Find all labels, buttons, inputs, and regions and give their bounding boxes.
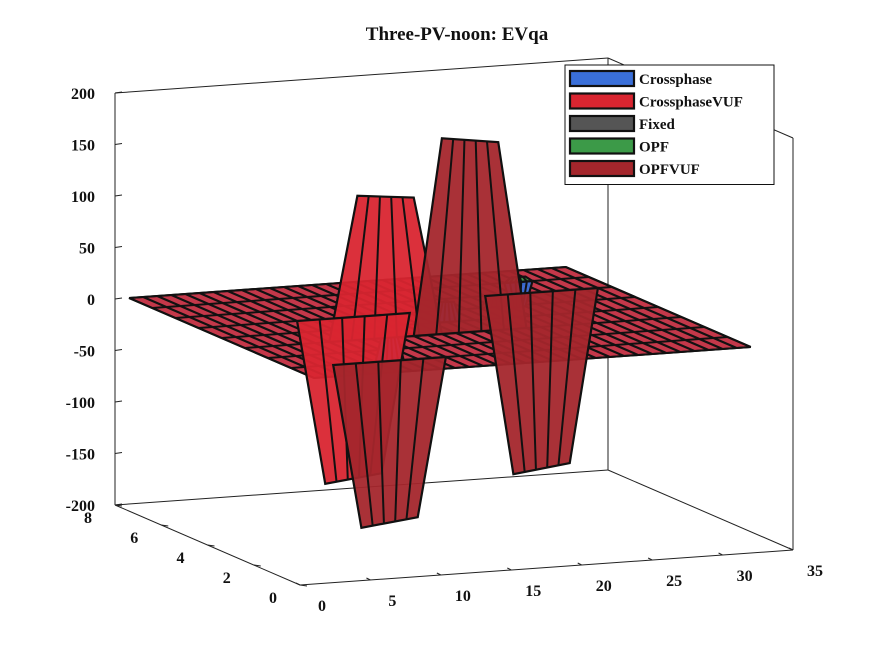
z-tick-mark bbox=[114, 400, 123, 403]
legend-label: OPF bbox=[639, 140, 669, 156]
z-tick-label: -100 bbox=[66, 395, 95, 412]
y-tick-label: 0 bbox=[269, 590, 277, 607]
axis-line bbox=[299, 549, 794, 586]
z-tick-mark bbox=[114, 452, 123, 454]
legend-label: CrossphaseVUF bbox=[639, 95, 743, 111]
x-tick-label: 5 bbox=[388, 593, 396, 610]
z-tick-mark bbox=[114, 194, 123, 197]
x-tick-mark bbox=[718, 552, 723, 556]
mesh-line bbox=[521, 276, 528, 283]
y-tick-label: 8 bbox=[84, 510, 92, 527]
surfaces bbox=[128, 137, 752, 530]
mesh-line bbox=[506, 294, 526, 473]
y-tick-label: 6 bbox=[130, 530, 138, 547]
z-tick-mark bbox=[114, 349, 123, 351]
legend-label: OPFVUF bbox=[639, 162, 700, 178]
legend-label: Fixed bbox=[639, 117, 675, 133]
mesh-line bbox=[354, 363, 374, 526]
mesh-line bbox=[405, 358, 425, 520]
x-tick-label: 15 bbox=[525, 583, 541, 600]
x-tick-mark bbox=[577, 562, 582, 566]
y-tick-label: 2 bbox=[223, 570, 231, 587]
x-tick-label: 35 bbox=[807, 563, 823, 580]
mesh-line bbox=[318, 319, 338, 482]
x-tick-mark bbox=[366, 577, 371, 581]
x-tick-label: 20 bbox=[596, 578, 612, 595]
x-tick-mark bbox=[507, 567, 512, 571]
x-tick-label: 30 bbox=[737, 568, 753, 585]
z-tick-label: 50 bbox=[79, 241, 95, 258]
mesh-line bbox=[474, 140, 483, 332]
surface-point bbox=[331, 355, 448, 530]
y-tick-mark bbox=[253, 564, 261, 567]
x-tick-mark bbox=[788, 547, 794, 551]
x-tick-mark bbox=[295, 582, 301, 586]
legend-swatch bbox=[568, 92, 636, 110]
z-tick-label: -50 bbox=[74, 344, 95, 361]
z-tick-label: 150 bbox=[71, 138, 95, 155]
y-tick-mark bbox=[161, 524, 169, 527]
y-tick-label: 4 bbox=[177, 550, 185, 567]
mesh-line bbox=[435, 138, 455, 335]
mesh-line bbox=[394, 360, 402, 522]
z-tick-mark bbox=[114, 91, 123, 94]
legend-swatch bbox=[568, 137, 636, 155]
chart-title: Three-PV-noon: EVqa bbox=[366, 24, 549, 45]
legend-swatch bbox=[568, 69, 636, 88]
mesh-line bbox=[377, 361, 385, 524]
z-tick-label: -200 bbox=[66, 498, 95, 515]
mesh-line bbox=[518, 276, 523, 283]
y-tick-mark bbox=[207, 544, 215, 547]
x-tick-mark bbox=[436, 572, 442, 576]
legend: Crossphase CrossphaseVUF Fixed OPF OPFVUF bbox=[564, 64, 775, 185]
y-tick-mark bbox=[299, 584, 308, 587]
z-tick-mark bbox=[114, 143, 123, 145]
z-tick-mark bbox=[114, 297, 123, 300]
z-tick-label: -150 bbox=[66, 447, 95, 464]
mesh-line bbox=[546, 291, 554, 468]
mesh-line bbox=[457, 139, 466, 333]
mesh-line bbox=[529, 292, 537, 470]
box-edge bbox=[607, 469, 794, 551]
y-tick-mark bbox=[114, 504, 123, 507]
box-edge bbox=[114, 57, 609, 94]
legend-label: Crossphase bbox=[639, 72, 712, 88]
z-tick-label: 100 bbox=[71, 189, 95, 206]
z-tick-label: 200 bbox=[71, 86, 95, 103]
mesh-line bbox=[557, 289, 577, 466]
x-tick-label: 10 bbox=[455, 588, 471, 605]
z-tick-label: 0 bbox=[87, 292, 95, 309]
surface-point bbox=[483, 286, 600, 476]
x-tick-label: 25 bbox=[666, 573, 682, 590]
z-tick-mark bbox=[114, 246, 123, 248]
legend-swatch bbox=[568, 114, 636, 133]
surface-point bbox=[412, 137, 528, 338]
x-tick-mark bbox=[647, 557, 653, 561]
legend-swatch bbox=[568, 159, 636, 178]
x-tick-label: 0 bbox=[318, 598, 326, 615]
